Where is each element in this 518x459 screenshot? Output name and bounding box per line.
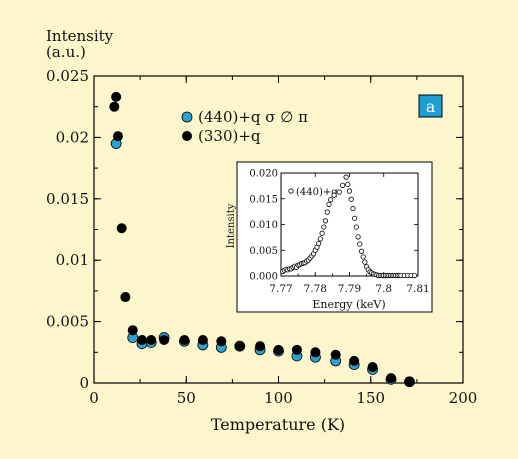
series-330-point <box>404 376 415 387</box>
panel-badge-box <box>418 94 443 118</box>
inset-data-point <box>345 181 351 187</box>
inset-y-tick-label: 0.010 <box>249 220 278 231</box>
series-330-point <box>216 336 227 347</box>
x-axis-label: Temperature (K) <box>211 415 345 434</box>
inset-data-point <box>352 215 358 221</box>
series-330-point <box>273 344 284 355</box>
inset-tick-labels: 7.77 7.78 7.79 7.8 7.81 0.000 0.005 0.010 0.015 0… <box>249 169 429 296</box>
series-330-point <box>111 91 122 102</box>
y-tick-label: 0.025 <box>46 67 89 85</box>
series-330-point <box>136 335 147 346</box>
series-330-point <box>159 335 170 346</box>
series-330-point <box>120 292 131 303</box>
inset-x-axis-label: Energy (keV) <box>312 298 385 311</box>
inset-data-point <box>317 236 323 242</box>
inset-data-point <box>355 234 361 240</box>
x-tick-label: 50 <box>177 389 196 407</box>
series-330-point <box>112 131 123 142</box>
series-330-point <box>116 223 127 234</box>
inset-x-tick-label: 7.79 <box>338 283 361 295</box>
inset-data-point <box>343 174 349 180</box>
inset-data-point <box>336 189 342 195</box>
inset-data-point <box>357 241 363 247</box>
inset-data-point <box>411 272 418 279</box>
inset-x-tick-label: 7.77 <box>269 283 292 295</box>
x-tick-label: 100 <box>264 389 293 407</box>
inset-y-tick-label: 0.005 <box>249 246 278 257</box>
inset-x-tick-label: 7.78 <box>304 283 327 295</box>
y-tick-label: 0.01 <box>56 251 89 269</box>
y-tick-label: 0 <box>79 374 89 392</box>
legend-label-330: (330)+q <box>198 127 261 145</box>
main-data-points <box>109 91 415 388</box>
series-330-point <box>197 335 208 346</box>
series-330-point <box>234 341 245 352</box>
inset-data-point <box>362 259 368 265</box>
inset-data-point <box>316 240 322 247</box>
inset-legend-marker <box>288 188 294 194</box>
inset-y-tick-label: 0.020 <box>249 169 278 180</box>
series-330-point <box>255 341 266 352</box>
series-330-point <box>291 344 302 355</box>
inset-legend-label: (440)+q <box>296 187 338 198</box>
inset-data-point <box>328 197 334 203</box>
main-tick-labels: 0 50 100 150 200 0 0.005 0.01 0.015 0.02 0.025 <box>46 67 477 407</box>
series-330-point <box>367 362 378 373</box>
inset-data-point <box>331 192 337 198</box>
inset-y-tick-label: 0.000 <box>249 272 278 283</box>
legend-marker-330 <box>182 131 192 141</box>
inset-y-tick-label: 0.015 <box>249 194 278 205</box>
inset-data-point <box>340 182 346 188</box>
y-tick-label: 0.02 <box>56 128 89 146</box>
inset-data-point <box>321 224 327 230</box>
inset-data-point <box>360 254 366 260</box>
legend: (440)+q σ ∅ π (330)+q <box>181 108 308 145</box>
main-axis-ticks <box>93 75 464 384</box>
panel-badge: a <box>418 94 443 118</box>
series-330-point <box>146 335 157 346</box>
series-330-point <box>330 349 341 360</box>
x-tick-label: 200 <box>449 389 478 407</box>
inset-y-axis-label: Intensity <box>226 203 237 248</box>
inset-data-points <box>280 174 418 279</box>
inset-plot: 7.77 7.78 7.79 7.8 7.81 0.000 0.005 0.010 0.015 0… <box>226 161 433 313</box>
series-330-point <box>310 347 321 358</box>
inset-x-tick-label: 7.81 <box>406 283 429 295</box>
series-330-point <box>109 101 120 112</box>
panel-badge-label: a <box>426 97 436 116</box>
series-330-point <box>349 355 360 366</box>
inset-data-point <box>350 205 356 212</box>
inset-data-point <box>319 230 325 236</box>
legend-label-440: (440)+q σ ∅ π <box>198 108 308 126</box>
x-tick-label: 150 <box>356 389 385 407</box>
inset-data-point <box>348 196 354 202</box>
y-axis-label-line-2: (a.u.) <box>46 43 86 61</box>
inset-data-point <box>346 188 353 194</box>
x-tick-label: 0 <box>89 389 99 407</box>
y-axis-label-line-1: Intensity <box>46 27 114 45</box>
inset-data-point <box>358 248 365 254</box>
y-tick-label: 0.005 <box>46 313 89 331</box>
inset-background <box>236 161 433 313</box>
inset-x-tick-label: 7.8 <box>375 283 392 295</box>
inset-data-point <box>322 218 329 224</box>
y-tick-label: 0.015 <box>46 190 89 208</box>
legend-marker-440 <box>181 111 193 123</box>
inset-data-point <box>353 224 359 230</box>
inset-data-point <box>324 209 330 215</box>
main-plot: Intensity (a.u.) 0 50 100 150 20000.0050.010… <box>46 27 477 434</box>
inset-data-point <box>326 201 332 208</box>
series-330-point <box>127 325 138 336</box>
series-330-point <box>386 373 397 384</box>
series-330-point <box>179 335 190 346</box>
